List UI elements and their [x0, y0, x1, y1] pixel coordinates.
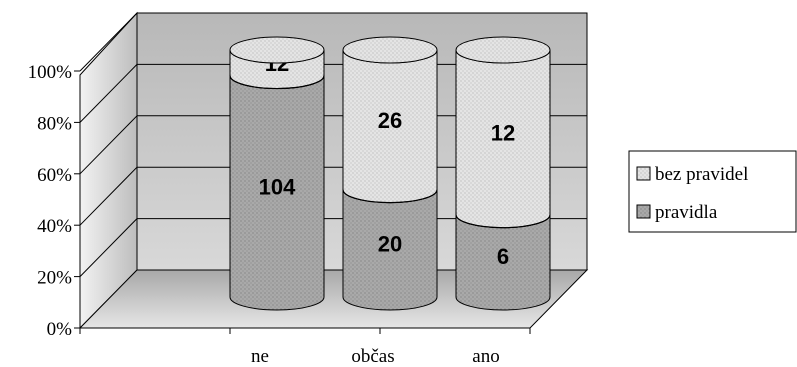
y-tick-label: 0% [47, 319, 73, 340]
legend-swatch [636, 204, 651, 219]
cylinder-top-cap [229, 36, 325, 64]
y-tick-label: 40% [37, 216, 72, 237]
y-tick-label: 60% [37, 165, 72, 186]
legend: bez pravidel pravidla [628, 150, 797, 233]
x-axis: ne občas ano [79, 327, 531, 367]
data-label: 104 [259, 174, 296, 199]
data-label: 20 [378, 231, 402, 256]
legend-label: bez pravidel [655, 164, 748, 185]
data-label: 26 [378, 108, 402, 133]
legend-swatch [636, 166, 651, 181]
cylinder-ano: 6 12 [455, 36, 551, 311]
cylinder-top-cap [342, 36, 438, 64]
y-tick-label: 100% [28, 62, 73, 83]
data-label: 6 [497, 244, 509, 269]
data-label: 12 [491, 120, 515, 145]
cylinder-ne: 10412 [229, 36, 325, 311]
y-axis: 0% 20% 40% 60% 80% 100% [28, 62, 81, 340]
bars: 104122026612 [229, 36, 551, 311]
x-tick-label: ano [472, 346, 499, 367]
legend-box [628, 150, 797, 233]
cylinder-top-cap [455, 36, 551, 64]
y-tick-label: 20% [37, 268, 72, 289]
x-tick-label: občas [351, 346, 394, 367]
legend-label: pravidla [655, 202, 718, 223]
y-tick-label: 80% [37, 113, 72, 134]
x-tick-label: ne [251, 346, 269, 367]
